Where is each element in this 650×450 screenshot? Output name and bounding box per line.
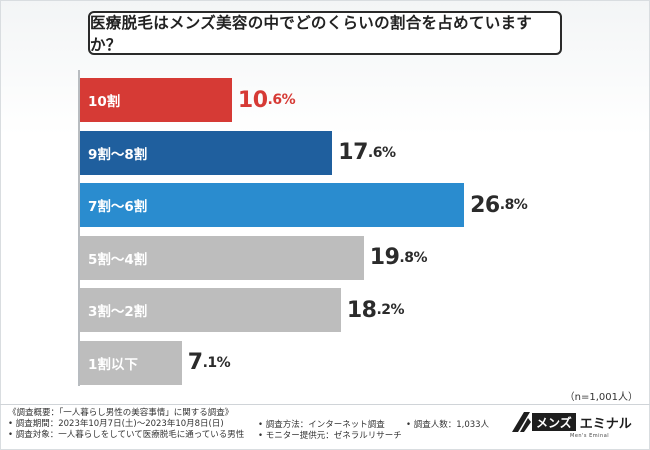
bar-1: 10割 <box>80 78 232 122</box>
bar-value-label: 7.1% <box>187 350 231 375</box>
bar-5: 3割〜2割 <box>80 288 341 332</box>
bar-value-label: 26.8% <box>470 192 528 218</box>
bar-label: 1割以下 <box>88 356 138 373</box>
bar-6: 1割以下 <box>80 340 182 385</box>
bar-label: 5割〜4割 <box>88 251 148 268</box>
chart-title: 医療脱毛はメンズ美容の中でどのくらいの割合を占めていますか？ <box>88 11 562 55</box>
bar-2: 9割〜8割 <box>80 130 333 175</box>
survey-count: • 調査人数：1,033人 <box>406 420 490 430</box>
survey-notes-col2: • 調査方法：インターネット調査 • モニター提供元：ゼネラルリサーチ <box>258 420 402 442</box>
survey-provider: • モニター提供元：ゼネラルリサーチ <box>258 431 402 441</box>
survey-notes: 《調査概要：「一人暮らし男性の美容事情」に関する調査》 • 調査期間：2023年… <box>8 408 244 441</box>
brand-logo: メンズ エミナル Men's Eminal <box>510 410 640 442</box>
bar-label: 10割 <box>88 94 121 110</box>
bar-label: 9割〜8割 <box>88 146 148 163</box>
footer-divider <box>0 404 650 405</box>
bar-value-label: 10.6% <box>237 87 296 113</box>
logo-subtitle: Men's Eminal <box>570 433 610 439</box>
logo-part2: エミナル <box>575 413 638 432</box>
logo-part1: メンズ <box>532 413 576 431</box>
sample-size: （n=1,001人） <box>564 392 638 403</box>
bar-label: 7割〜6割 <box>88 199 148 215</box>
logo-mark-icon <box>512 412 531 432</box>
survey-period: • 調査期間：2023年10月7日(土)〜2023年10月8日(日) <box>8 419 224 429</box>
logo-wordmark: メンズ エミナル <box>532 413 638 432</box>
survey-overview: 《調査概要：「一人暮らし男性の美容事情」に関する調査》 <box>8 408 234 418</box>
bar-value-label: 17.6% <box>338 140 396 165</box>
bar-3: 7割〜6割 <box>80 183 465 227</box>
survey-target: • 調査対象：一人暮らしをしていて医療脱毛に通っている男性 <box>8 430 245 440</box>
bar-label: 3割〜2割 <box>88 304 148 320</box>
survey-method: • 調査方法：インターネット調査 <box>258 420 385 430</box>
bar-value-label: 18.2% <box>346 297 405 323</box>
survey-notes-col3: • 調査人数：1,033人 <box>406 420 489 431</box>
bar-4: 5割〜4割 <box>80 235 364 280</box>
bar-value-label: 19.8% <box>369 245 428 270</box>
y-axis-line <box>78 70 80 386</box>
